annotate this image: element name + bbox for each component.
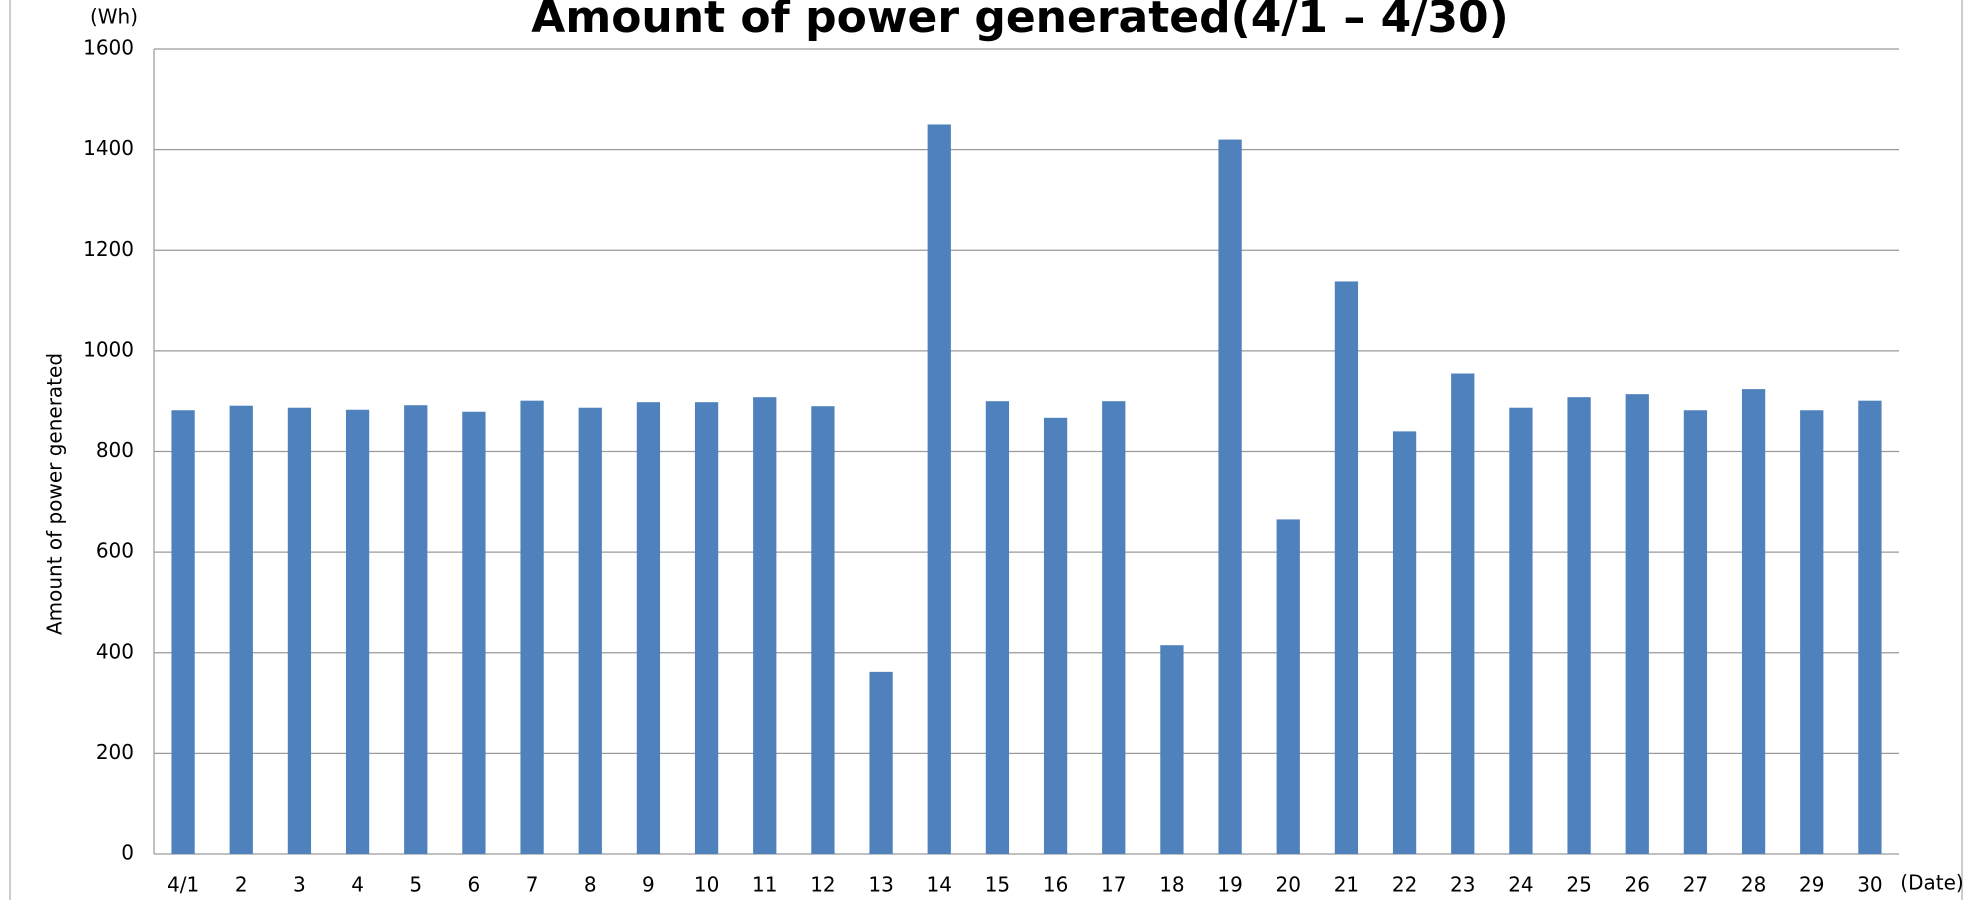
x-tick-label: 27 xyxy=(1683,873,1708,897)
bar xyxy=(462,411,486,854)
x-tick-label: 8 xyxy=(584,873,597,897)
bar xyxy=(1160,645,1184,854)
x-tick-label: 23 xyxy=(1450,873,1475,897)
bar xyxy=(1392,431,1417,854)
x-tick-label: 25 xyxy=(1566,873,1591,897)
bar xyxy=(985,401,1010,854)
bar xyxy=(1567,397,1591,854)
x-tick-label: 19 xyxy=(1217,873,1242,897)
x-tick-label: 9 xyxy=(642,873,655,897)
y-tick-label: 600 xyxy=(96,539,134,563)
bar xyxy=(1683,410,1708,854)
x-tick-label: 5 xyxy=(409,873,422,897)
x-tick-label: 26 xyxy=(1625,873,1650,897)
y-tick-label: 1200 xyxy=(83,237,134,261)
x-tick-label: 2 xyxy=(235,873,248,897)
x-tick-label: 3 xyxy=(293,873,306,897)
y-tick-label: 200 xyxy=(96,740,134,764)
x-tick-label: 13 xyxy=(868,873,893,897)
bar xyxy=(1102,401,1126,854)
y-tick-label: 800 xyxy=(96,438,134,462)
x-tick-label: 30 xyxy=(1857,873,1882,897)
x-tick-label: 6 xyxy=(468,873,481,897)
y-tick-label: 400 xyxy=(96,639,134,663)
x-tick-label: 15 xyxy=(985,873,1010,897)
bar xyxy=(753,397,777,854)
x-tick-label: 18 xyxy=(1159,873,1184,897)
bar xyxy=(520,400,544,854)
y-axis-label: Amount of power generated xyxy=(43,353,67,635)
bar xyxy=(694,402,719,854)
bar xyxy=(229,405,253,854)
x-tick-label: 24 xyxy=(1508,873,1533,897)
x-tick-label: 17 xyxy=(1101,873,1126,897)
x-tick-label: 20 xyxy=(1276,873,1301,897)
x-tick-label: 16 xyxy=(1043,873,1068,897)
bar xyxy=(927,124,951,854)
bar xyxy=(1334,281,1359,855)
bar xyxy=(1858,400,1882,854)
bar xyxy=(287,407,312,854)
bar xyxy=(1509,407,1533,854)
y-tick-label: 0 xyxy=(121,841,134,865)
x-tick-label: 29 xyxy=(1799,873,1824,897)
x-tick-label: 28 xyxy=(1741,873,1766,897)
x-tick-label: 12 xyxy=(810,873,835,897)
bar xyxy=(1625,394,1649,854)
x-tick-label: 11 xyxy=(752,873,777,897)
bar xyxy=(811,406,835,854)
x-tick-label: 7 xyxy=(526,873,539,897)
bar xyxy=(171,410,195,854)
y-unit: (Wh) xyxy=(90,5,138,29)
bar xyxy=(1741,389,1766,854)
x-tick-label: 4 xyxy=(351,873,364,897)
bar xyxy=(1218,139,1242,854)
x-tick-label: 14 xyxy=(927,873,952,897)
bar xyxy=(1276,519,1300,854)
y-tick-label: 1000 xyxy=(83,337,134,361)
y-tick-label: 1600 xyxy=(83,36,134,60)
chart-frame xyxy=(9,0,1963,900)
bar xyxy=(345,409,370,854)
bar xyxy=(869,671,893,854)
bar xyxy=(578,407,602,854)
x-tick-label: 4/1 xyxy=(167,873,199,897)
bar xyxy=(636,402,661,854)
y-tick-label: 1400 xyxy=(83,136,134,160)
bar xyxy=(1800,410,1824,854)
x-unit: (Date) xyxy=(1900,871,1963,895)
x-tick-label: 22 xyxy=(1392,873,1417,897)
x-tick-label: 10 xyxy=(694,873,719,897)
bar xyxy=(1043,417,1068,854)
x-tick-label: 21 xyxy=(1334,873,1359,897)
bar xyxy=(404,405,428,854)
chart-title: Amount of power generated(4/1 – 4/30) xyxy=(531,0,1508,43)
bar xyxy=(1451,373,1475,854)
